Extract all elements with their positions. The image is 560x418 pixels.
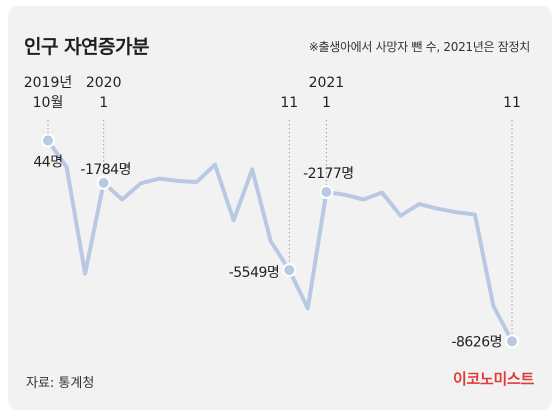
brand-logo: 이코노미스트: [452, 370, 534, 388]
tick-label-2-1: 11: [280, 95, 298, 111]
tick-label-0-1: 10월: [33, 95, 64, 111]
data-label-0: 44명: [33, 155, 62, 171]
data-label-3: -2177명: [303, 166, 354, 182]
data-marker-1: [96, 175, 111, 190]
data-label-1: -1784명: [80, 162, 131, 178]
chart-title: 인구 자연증가분: [24, 36, 149, 58]
markers: [41, 133, 519, 349]
series-line: [46, 138, 514, 344]
tick-label-1-1: 1: [99, 95, 108, 111]
series-line-group: [46, 138, 514, 344]
chart-note: ※출생아에서 사망자 뺀 수, 2021년은 잠정치: [308, 40, 531, 54]
data-label-4: -8626명: [451, 334, 502, 350]
tick-label-3-1: 1: [322, 95, 331, 111]
data-label-2: -5549명: [229, 265, 280, 281]
tick-label-1-0: 2020: [86, 75, 122, 91]
data-marker-4: [505, 334, 519, 349]
data-marker-3: [319, 184, 334, 199]
tick-label-4-1: 11: [503, 95, 521, 111]
tick-label-0-0: 2019년: [24, 75, 73, 91]
source-text: 자료: 통계청: [26, 376, 95, 391]
data-labels: 44명 -1784명 -5549명 -2177명 -8626명: [33, 155, 502, 351]
data-marker-2: [282, 263, 297, 278]
guide-lines: [47, 120, 513, 342]
data-marker-0: [41, 133, 55, 148]
tick-label-3-0: 2021: [309, 75, 345, 91]
